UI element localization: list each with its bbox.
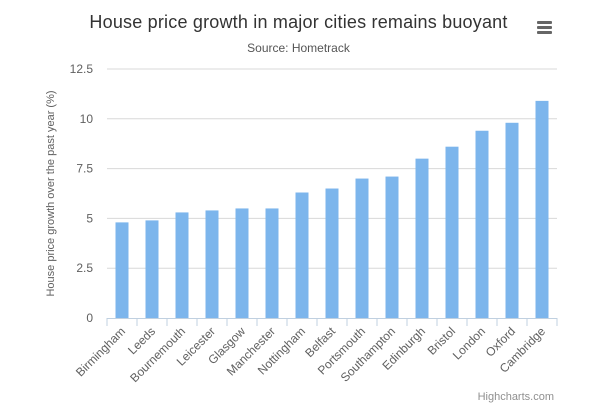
chart-title: House price growth in major cities remai… (89, 12, 508, 32)
credits-link[interactable]: Highcharts.com (477, 391, 554, 403)
bar (235, 208, 249, 318)
chart-subtitle: Source: Hometrack (247, 41, 350, 55)
y-tick-label: 0 (86, 311, 93, 325)
bar (415, 158, 429, 318)
x-tick-label: Birmingham (73, 324, 128, 379)
bar (115, 222, 129, 318)
y-tick-label: 7.5 (76, 162, 93, 176)
bar (265, 208, 279, 318)
bar (295, 192, 309, 318)
y-axis-title: House price growth over the past year (%… (45, 90, 57, 296)
bar (325, 188, 339, 318)
bar (505, 122, 519, 318)
y-tick-label: 2.5 (76, 261, 93, 275)
bar (145, 220, 159, 318)
bar (535, 100, 549, 318)
bar (475, 130, 489, 318)
y-tick-label: 12.5 (70, 62, 94, 76)
bar (175, 212, 189, 318)
x-tick-label: London (450, 324, 488, 362)
y-tick-label: 10 (80, 112, 94, 126)
bar (205, 210, 219, 318)
bar (385, 176, 399, 318)
hamburger-menu-icon[interactable] (532, 16, 556, 38)
bar (445, 146, 459, 318)
y-tick-label: 5 (86, 211, 93, 225)
bar (355, 178, 369, 318)
